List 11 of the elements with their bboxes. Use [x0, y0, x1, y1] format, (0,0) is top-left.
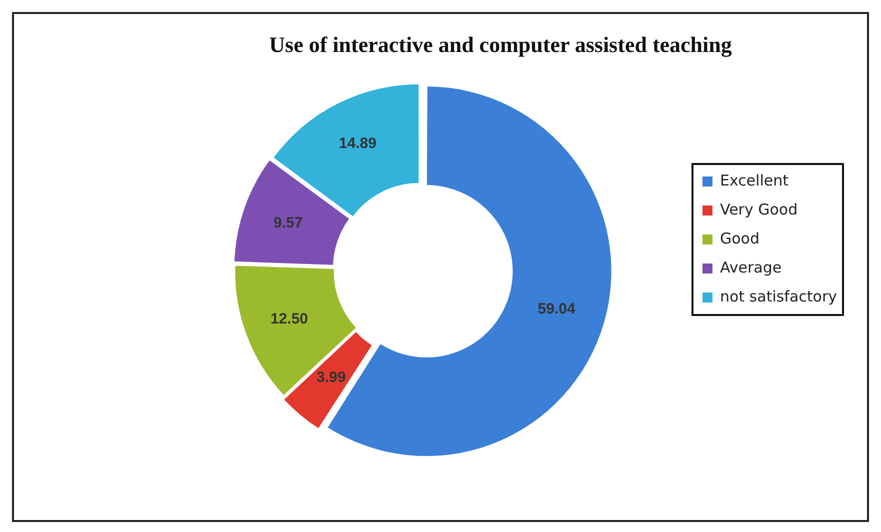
legend-label: Good	[720, 229, 760, 248]
legend-label: not satisfactory	[720, 287, 838, 306]
data-label: 14.89	[338, 135, 376, 152]
legend-label: Average	[720, 258, 782, 276]
legend-label: Excellent	[720, 171, 789, 190]
data-label: 9.57	[273, 214, 303, 232]
chart-title: Use of interactive and computer assisted teaching	[269, 32, 732, 57]
data-label: 12.50	[270, 310, 308, 328]
data-label: 3.99	[316, 369, 346, 386]
legend-label: Very Good	[720, 200, 798, 218]
data-label: 59.04	[538, 300, 576, 318]
